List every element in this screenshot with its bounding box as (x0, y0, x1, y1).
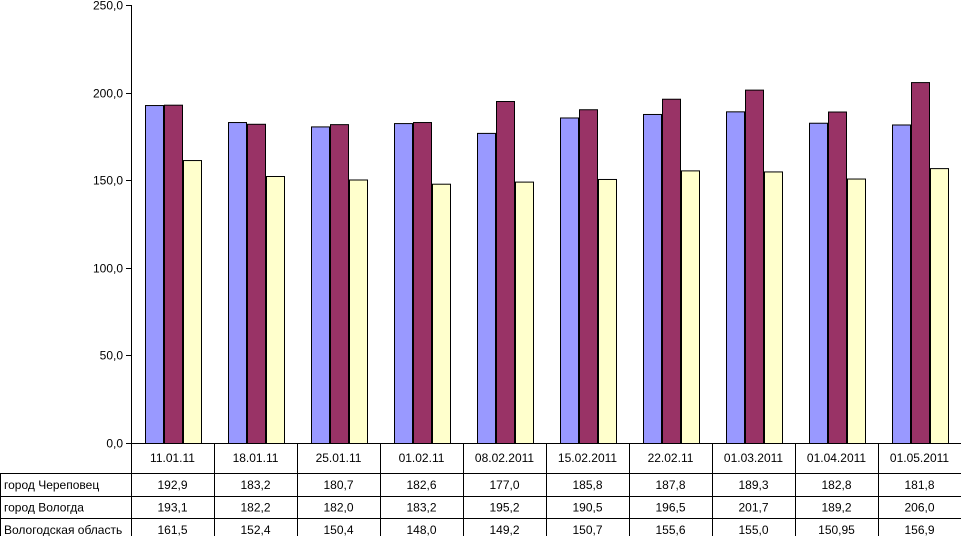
data-label: 201,7 (738, 501, 768, 515)
data-label: 177,0 (489, 478, 519, 492)
data-label: 182,2 (240, 501, 270, 515)
data-label: 180,7 (323, 478, 353, 492)
x-tick-label: 11.01.11 (150, 451, 195, 465)
data-label: 206,0 (904, 501, 934, 515)
legend-series-name: город Череповец (4, 478, 99, 492)
bar (598, 178, 617, 444)
y-tick-label: 250,0 (93, 0, 123, 13)
data-label: 190,5 (572, 501, 602, 515)
bar (330, 124, 349, 445)
bar (183, 160, 202, 444)
data-label: 181,8 (904, 478, 934, 492)
data-label: 155,6 (655, 523, 685, 536)
bar (164, 104, 183, 444)
x-tick-label: 01.03.2011 (724, 451, 783, 465)
data-label: 150,95 (818, 523, 855, 536)
data-label: 195,2 (489, 501, 519, 515)
bar (579, 109, 598, 445)
bar (247, 123, 266, 444)
data-label: 182,8 (821, 478, 851, 492)
y-tick-label: 0,0 (106, 437, 123, 451)
legend-series-name: город Вологда (4, 501, 84, 515)
bar (828, 111, 847, 444)
bar (477, 132, 496, 444)
data-label: 148,0 (406, 523, 436, 536)
bar (911, 82, 930, 444)
bar (809, 122, 828, 444)
y-tick-label: 50,0 (100, 349, 124, 363)
bar (266, 175, 285, 444)
data-label: 187,8 (655, 478, 685, 492)
data-label: 185,8 (572, 478, 602, 492)
x-tick-label: 15.02.2011 (558, 451, 617, 465)
x-tick-label: 01.02.11 (399, 451, 445, 465)
bar (349, 179, 368, 444)
x-tick-label: 08.02.2011 (475, 451, 534, 465)
bar (764, 171, 783, 444)
data-label: 182,6 (406, 478, 436, 492)
x-tick-label: 01.05.2011 (890, 451, 949, 465)
bar (847, 178, 866, 444)
y-tick-label: 100,0 (93, 262, 123, 276)
bar (930, 168, 949, 444)
data-label: 161,5 (157, 523, 187, 536)
bar (496, 101, 515, 444)
bar (228, 122, 247, 444)
data-label: 183,2 (240, 478, 270, 492)
bar (745, 89, 764, 444)
x-tick-label: 01.04.2011 (807, 451, 866, 465)
data-label: 150,7 (572, 523, 602, 536)
data-label: 192,9 (157, 478, 187, 492)
data-label: 183,2 (406, 501, 436, 515)
data-label: 150,4 (323, 523, 353, 536)
bar (643, 113, 662, 445)
bar (515, 181, 534, 444)
bar (681, 170, 700, 444)
x-tick-label: 18.01.11 (233, 451, 279, 465)
y-tick-label: 200,0 (93, 87, 123, 101)
legend-series-name: Вологодская область (4, 523, 122, 536)
bar (560, 117, 579, 445)
bar (726, 111, 745, 444)
data-label: 149,2 (489, 523, 519, 536)
data-label: 193,1 (157, 501, 187, 515)
data-label: 156,9 (904, 523, 934, 536)
bar (311, 126, 330, 444)
bar (413, 122, 432, 444)
bar (662, 98, 681, 445)
bar (145, 105, 164, 444)
bar (892, 124, 911, 445)
data-label: 189,2 (821, 501, 851, 515)
data-label: 189,3 (738, 478, 768, 492)
data-label: 155,0 (738, 523, 768, 536)
data-label: 182,0 (323, 501, 353, 515)
data-label: 152,4 (240, 523, 270, 536)
bar (394, 123, 413, 444)
bar (432, 183, 451, 444)
y-tick-label: 150,0 (93, 174, 123, 188)
x-tick-label: 25.01.11 (316, 451, 362, 465)
data-label: 196,5 (655, 501, 685, 515)
x-tick-label: 22.02.11 (648, 451, 694, 465)
